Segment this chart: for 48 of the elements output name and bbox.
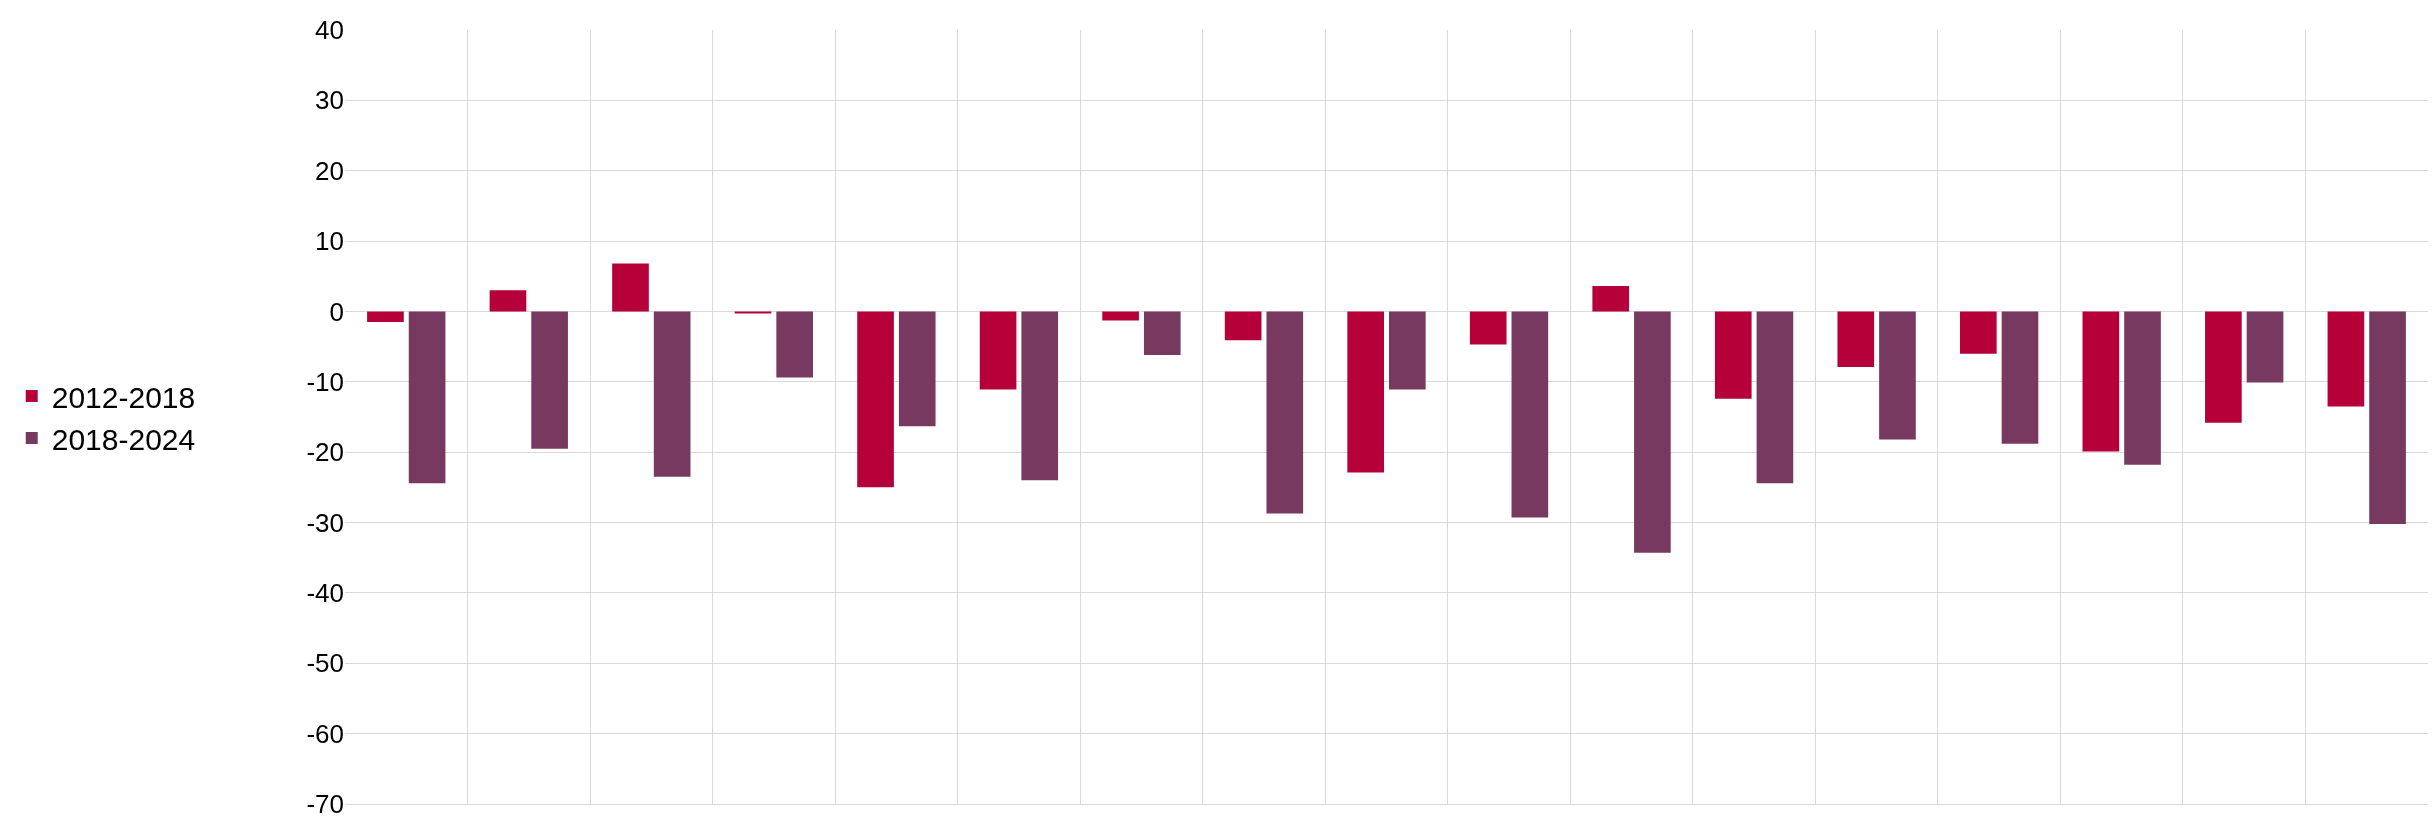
bar [2246, 311, 2284, 383]
bar [408, 311, 446, 484]
bar [2082, 311, 2120, 452]
bar [1837, 311, 1875, 368]
bar [2327, 311, 2365, 407]
bar [776, 311, 814, 378]
y-tick-label: -70 [306, 789, 344, 820]
bar [2001, 311, 2039, 444]
bar [1021, 311, 1059, 481]
y-tick-label: 0 [329, 296, 344, 327]
bar [1634, 311, 1671, 553]
bar [1714, 311, 1752, 399]
bar [531, 311, 568, 449]
bar [1347, 311, 1384, 473]
y-tick-label: -30 [306, 507, 344, 538]
bar [1143, 311, 1181, 356]
y-tick-label: -60 [306, 718, 344, 749]
y-tick-label: -40 [306, 578, 344, 609]
bar [2124, 311, 2161, 465]
y-tick-label: 30 [315, 85, 344, 116]
bar [734, 311, 772, 314]
bar [653, 311, 691, 477]
y-tick-label: -50 [306, 648, 344, 679]
y-tick-label: 10 [315, 226, 344, 257]
bar [1879, 311, 1916, 440]
bar [1102, 311, 1139, 321]
bar [2369, 311, 2406, 524]
y-tick-label: -10 [306, 366, 344, 397]
y-tick-label: -20 [306, 437, 344, 468]
bar [1511, 311, 1549, 518]
bar [1469, 311, 1507, 345]
bar [2205, 311, 2242, 423]
y-tick-label: 20 [315, 155, 344, 186]
bar [1756, 311, 1794, 484]
bar [367, 311, 404, 323]
bar [1266, 311, 1304, 514]
bar [1592, 286, 1630, 312]
bar [898, 311, 936, 427]
bar [1959, 311, 1997, 354]
bar [1389, 311, 1426, 390]
bar [857, 311, 894, 488]
bar [979, 311, 1017, 390]
bar [612, 263, 649, 312]
y-tick-label: 40 [315, 15, 344, 46]
legend-label: 2012-2018 [51, 380, 196, 414]
legend-label: 2018-2024 [51, 422, 196, 456]
bar [1224, 311, 1262, 341]
bar [489, 290, 527, 312]
